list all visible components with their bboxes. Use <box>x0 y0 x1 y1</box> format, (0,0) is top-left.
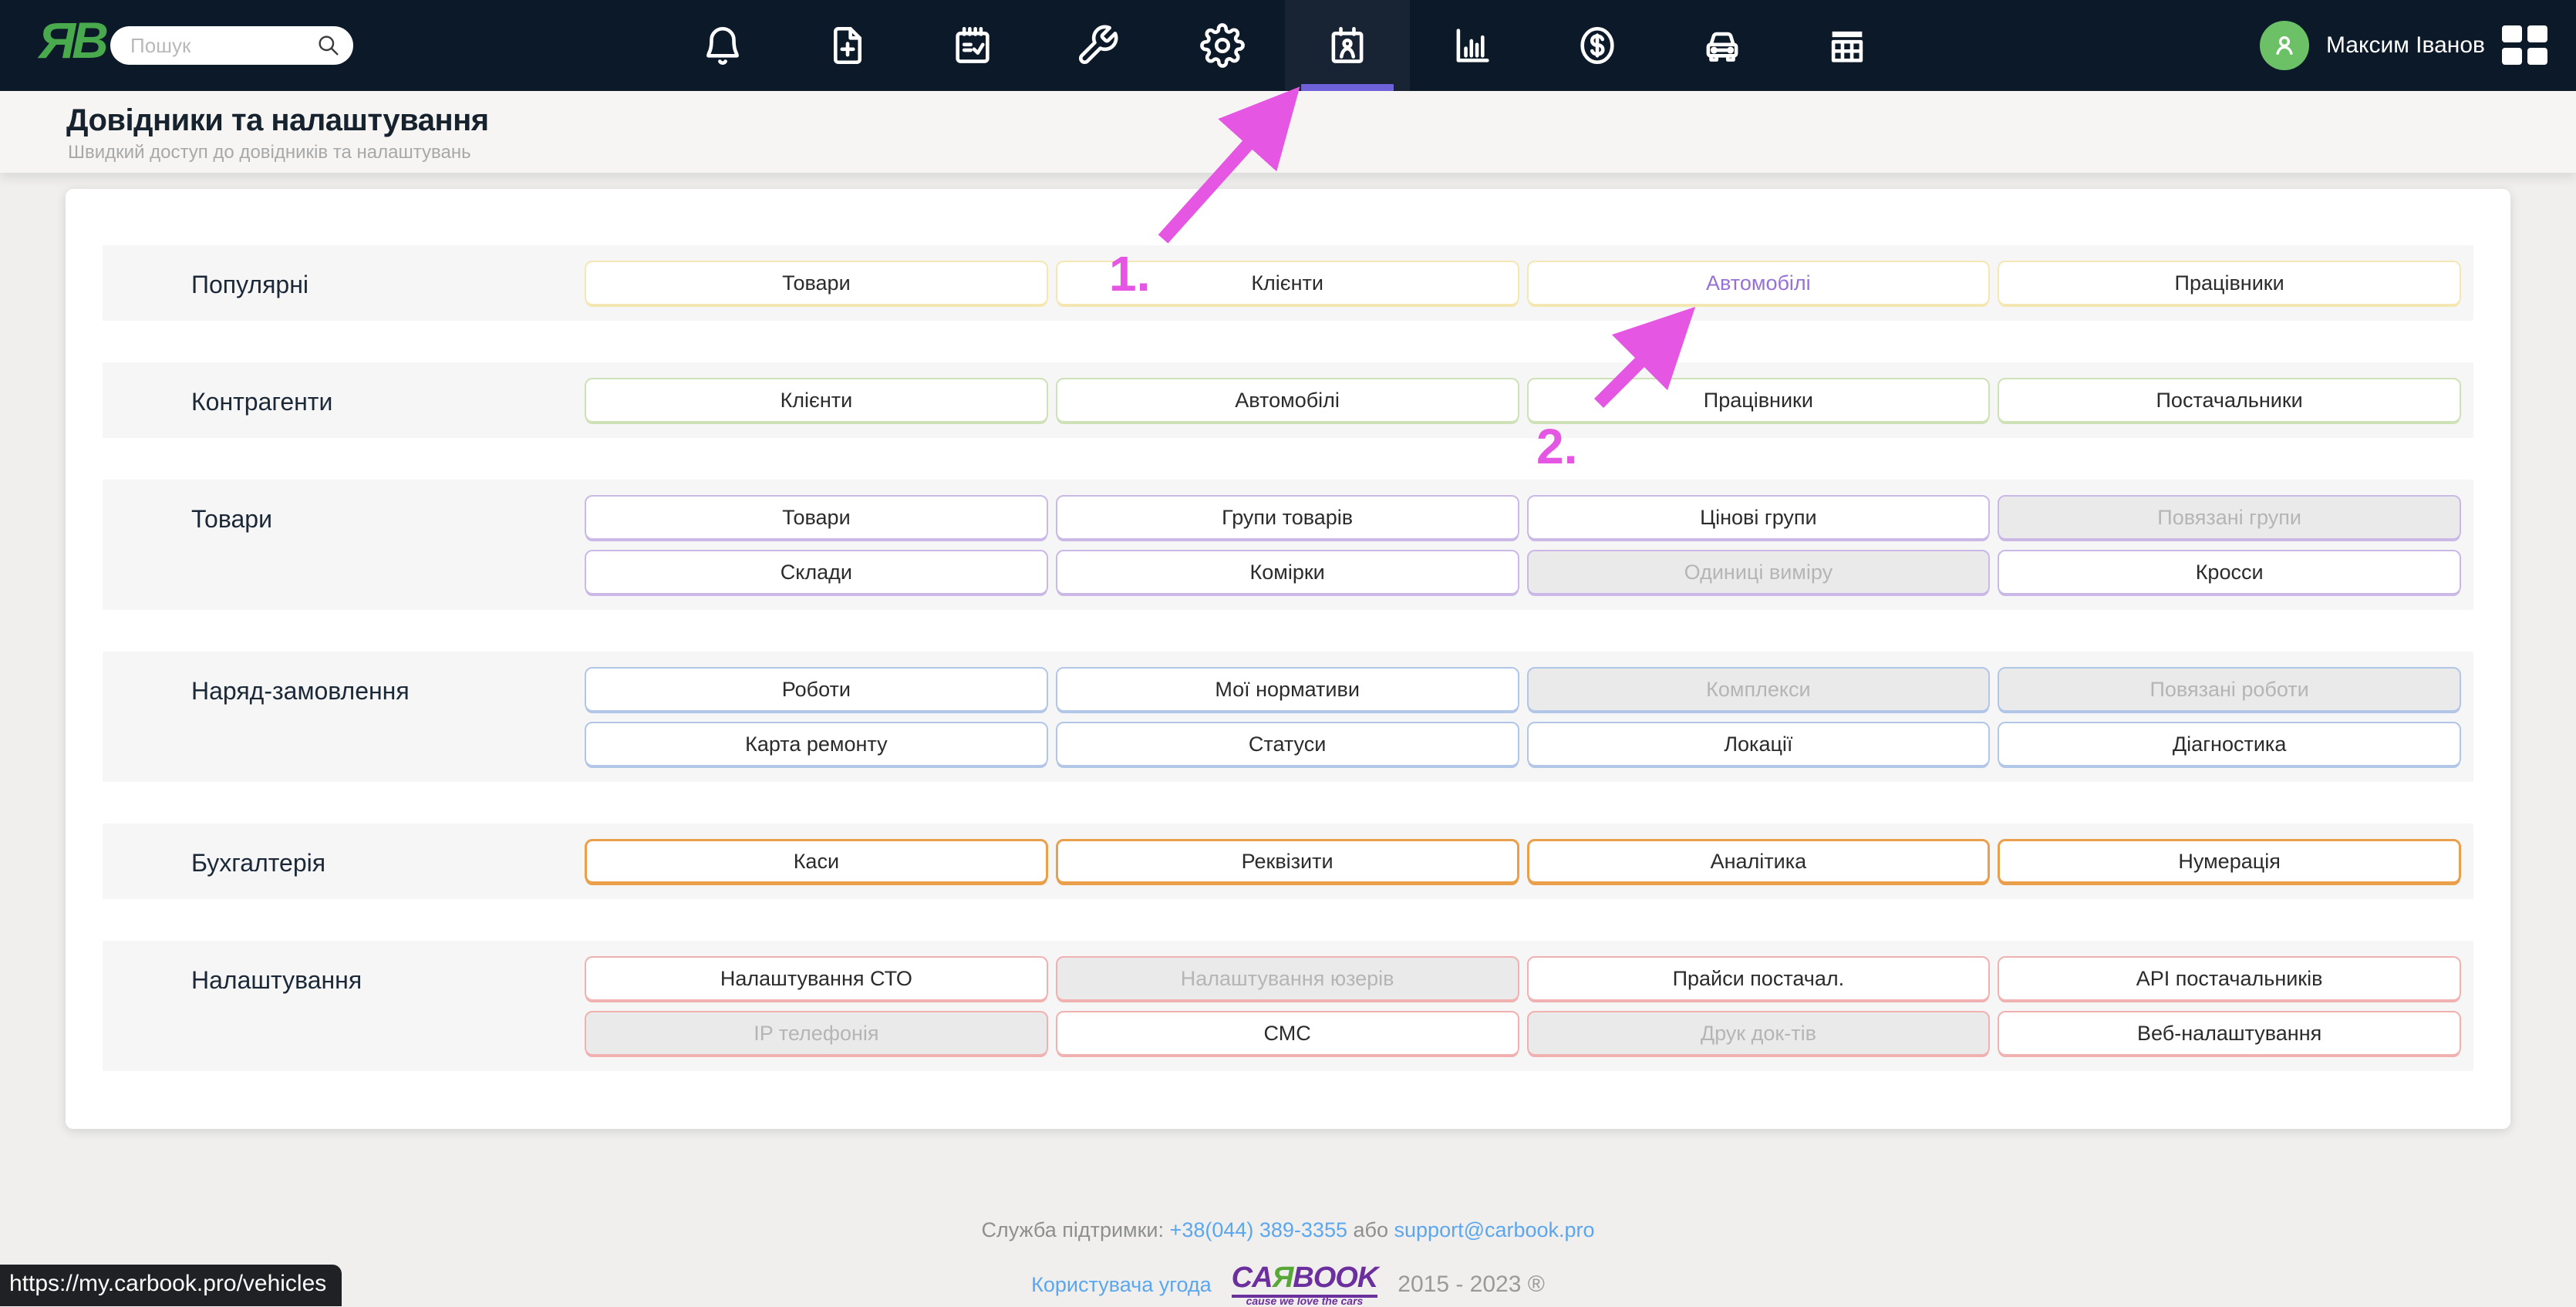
support-email-link[interactable]: support@carbook.pro <box>1394 1218 1595 1241</box>
tile-button[interactable]: Прайси постачал. <box>1527 956 1991 1001</box>
annotation-step-2: 2. <box>1536 418 1577 475</box>
tile-button[interactable]: Діагностика <box>1998 722 2461 766</box>
support-prefix: Служба підтримки: <box>981 1218 1164 1241</box>
nav-finance[interactable] <box>1535 0 1660 91</box>
tile-button[interactable]: Кросси <box>1998 550 2461 595</box>
section-label: Контрагенти <box>103 378 585 423</box>
tile-button: Повязані роботи <box>1998 667 2461 712</box>
search-icon <box>316 33 341 58</box>
section-goods: Товари Товари Групи товарів Цінові групи… <box>103 480 2473 610</box>
apps-grid-icon[interactable] <box>2502 25 2547 66</box>
car-icon <box>1700 23 1745 68</box>
section-label: Налаштування <box>103 956 585 1056</box>
footer: Служба підтримки: +38(044) 389-3355 або … <box>0 1218 2576 1307</box>
tile-button[interactable]: Склади <box>585 550 1048 595</box>
footer-line2: Користувача угода CAЯBOOK cause we love … <box>0 1262 2576 1307</box>
tile-button[interactable]: Локації <box>1527 722 1991 766</box>
tile-button[interactable]: Каси <box>585 839 1048 884</box>
nav-planner[interactable] <box>910 0 1035 91</box>
carbook-logo[interactable]: CAЯBOOK cause we love the cars <box>1232 1262 1378 1307</box>
nav-notifications[interactable] <box>660 0 785 91</box>
section-settings: Налаштування Налаштування СТО Налаштуван… <box>103 941 2473 1071</box>
active-tab-indicator <box>1301 84 1394 91</box>
tile-button[interactable]: API постачальників <box>1998 956 2461 1001</box>
app-logo[interactable]: ЯВ <box>39 11 105 69</box>
tile-button[interactable]: Клієнти <box>585 378 1048 423</box>
tile-button[interactable]: Веб-налаштування <box>1998 1011 2461 1056</box>
tile-button[interactable]: Статуси <box>1056 722 1519 766</box>
tile-button[interactable]: Реквізити <box>1056 839 1519 884</box>
calendar-check-icon <box>950 23 995 68</box>
tile-button[interactable]: Групи товарів <box>1056 495 1519 540</box>
search-box <box>110 26 353 65</box>
gear-icon <box>1200 23 1245 68</box>
tile-button[interactable]: Товари <box>585 261 1048 305</box>
directories-card: Популярні Товари Клієнти Автомобілі Прац… <box>66 189 2510 1129</box>
table-icon <box>1825 23 1870 68</box>
annotation-step-1: 1. <box>1109 245 1150 302</box>
section-label: Товари <box>103 495 585 595</box>
wrench-icon <box>1075 23 1120 68</box>
tile-button[interactable]: Товари <box>585 495 1048 540</box>
tile-button[interactable]: СМС <box>1056 1011 1519 1056</box>
user-menu[interactable]: Максим Іванов <box>2260 0 2547 91</box>
person-icon <box>2269 30 2300 61</box>
page-title: Довідники та налаштування <box>66 103 489 138</box>
file-plus-icon <box>825 23 870 68</box>
avatar[interactable] <box>2260 21 2309 70</box>
topbar: ЯВ <box>0 0 2576 91</box>
tile-button[interactable]: Аналітика <box>1527 839 1991 884</box>
carbook-tagline: cause we love the cars <box>1232 1295 1378 1307</box>
tile-button: Комплекси <box>1527 667 1991 712</box>
nav-directories[interactable] <box>1285 0 1410 91</box>
status-url-tooltip: https://my.carbook.pro/vehicles <box>0 1265 342 1306</box>
section-partners: Контрагенти Клієнти Автомобілі Працівник… <box>103 362 2473 438</box>
tile-button[interactable]: Цінові групи <box>1527 495 1991 540</box>
section-label: Популярні <box>103 261 585 305</box>
support-phone-link[interactable]: +38(044) 389-3355 <box>1170 1218 1347 1241</box>
user-agreement-link[interactable]: Користувача угода <box>1031 1273 1212 1297</box>
nav-tables[interactable] <box>1785 0 1910 91</box>
support-conjunction: або <box>1354 1218 1389 1241</box>
tile-button[interactable]: Мої нормативи <box>1056 667 1519 712</box>
tile-button[interactable]: Роботи <box>585 667 1048 712</box>
nav-reports[interactable] <box>1410 0 1535 91</box>
section-label: Бухгалтерія <box>103 839 585 884</box>
user-name: Максим Іванов <box>2326 32 2485 59</box>
section-accounting: Бухгалтерія Каси Реквізити Аналітика Нум… <box>103 824 2473 899</box>
copyright-text: 2015 - 2023 ® <box>1398 1272 1545 1298</box>
tile-button[interactable]: Працівники <box>1998 261 2461 305</box>
support-line: Служба підтримки: +38(044) 389-3355 або … <box>0 1218 2576 1242</box>
tile-button[interactable]: Автомобілі <box>1056 378 1519 423</box>
section-work-orders: Наряд-замовлення Роботи Мої нормативи Ко… <box>103 652 2473 782</box>
tile-button: IP телефонія <box>585 1011 1048 1056</box>
tile-button[interactable]: Налаштування СТО <box>585 956 1048 1001</box>
dollar-icon <box>1575 23 1620 68</box>
directories-icon <box>1325 23 1370 68</box>
tile-button-vehicles[interactable]: Автомобілі <box>1527 261 1991 305</box>
nav-vehicles[interactable] <box>1660 0 1785 91</box>
tile-button: Налаштування юзерів <box>1056 956 1519 1001</box>
tile-button[interactable]: Постачальники <box>1998 378 2461 423</box>
section-label: Наряд-замовлення <box>103 667 585 766</box>
page-subtitle: Швидкий доступ до довідників та налаштув… <box>68 142 471 163</box>
tile-button: Повязані групи <box>1998 495 2461 540</box>
main-nav <box>660 0 1910 91</box>
tile-button[interactable]: Нумерація <box>1998 839 2461 884</box>
page-header: Довідники та налаштування Швидкий доступ… <box>0 91 2576 173</box>
bell-icon <box>700 23 745 68</box>
section-popular: Популярні Товари Клієнти Автомобілі Прац… <box>103 245 2473 321</box>
nav-settings[interactable] <box>1160 0 1285 91</box>
nav-workshop[interactable] <box>1035 0 1160 91</box>
tile-button[interactable]: Комірки <box>1056 550 1519 595</box>
tile-button: Одиниці виміру <box>1527 550 1991 595</box>
nav-new-document[interactable] <box>785 0 910 91</box>
tile-button: Друк док-тів <box>1527 1011 1991 1056</box>
tile-button[interactable]: Працівники <box>1527 378 1991 423</box>
bar-chart-icon <box>1450 23 1495 68</box>
tile-button[interactable]: Карта ремонту <box>585 722 1048 766</box>
